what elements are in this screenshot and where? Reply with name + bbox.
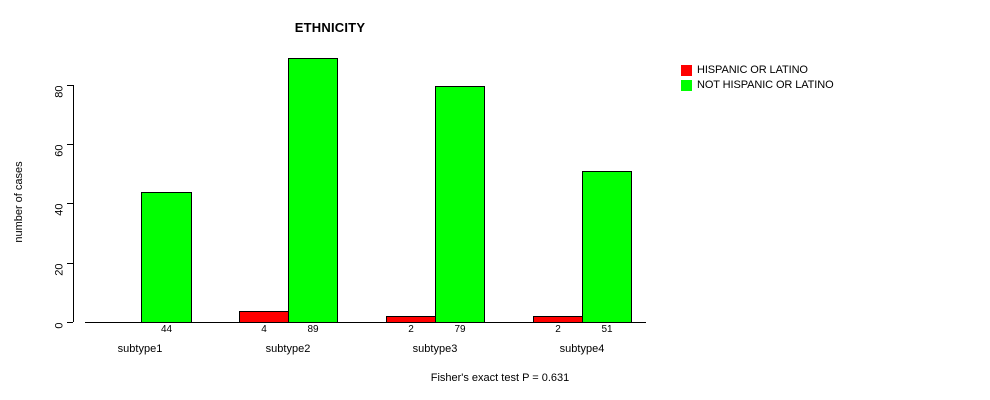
bar-subtype3-hispanic[interactable] bbox=[386, 316, 436, 323]
y-tick-label-60: 60 bbox=[53, 144, 66, 157]
legend-swatch-icon-not-hispanic bbox=[681, 80, 692, 91]
bar-value-subtype4-hispanic: 2 bbox=[555, 324, 561, 335]
chart-title: ETHNICITY bbox=[294, 20, 366, 35]
group-label-subtype1: subtype1 bbox=[117, 343, 163, 355]
y-axis-line bbox=[73, 85, 74, 322]
y-tick-mark-80 bbox=[67, 85, 73, 86]
bar-value-subtype3-hispanic: 2 bbox=[408, 324, 414, 335]
bar-subtype4-hispanic[interactable] bbox=[533, 316, 583, 323]
y-tick-label-80: 80 bbox=[53, 85, 66, 98]
legend-label-hispanic: HISPANIC OR LATINO bbox=[697, 64, 808, 76]
y-tick-mark-20 bbox=[67, 263, 73, 264]
y-axis-title: number of cases bbox=[13, 161, 25, 243]
bar-subtype3-not-hispanic[interactable] bbox=[435, 86, 485, 323]
legend-swatch-icon-hispanic bbox=[681, 65, 692, 76]
bar-value-subtype1-not-hispanic: 44 bbox=[160, 324, 173, 335]
bar-subtype1-not-hispanic[interactable] bbox=[141, 192, 192, 323]
bar-subtype4-not-hispanic[interactable] bbox=[582, 171, 632, 323]
statistical-test-annotation: Fisher's exact test P = 0.631 bbox=[430, 372, 570, 384]
bar-value-subtype2-not-hispanic: 89 bbox=[307, 324, 319, 335]
bar-subtype2-not-hispanic[interactable] bbox=[288, 58, 338, 323]
x-axis-line bbox=[85, 322, 646, 323]
y-tick-label-40: 40 bbox=[53, 203, 66, 216]
bar-value-subtype4-not-hispanic: 51 bbox=[601, 324, 613, 335]
y-tick-label-0: 0 bbox=[53, 322, 66, 329]
group-label-subtype3: subtype3 bbox=[412, 343, 458, 355]
y-tick-label-20: 20 bbox=[53, 263, 66, 276]
y-tick-mark-0 bbox=[67, 322, 73, 323]
group-label-subtype2: subtype2 bbox=[265, 343, 311, 355]
bar-value-subtype2-hispanic: 4 bbox=[261, 324, 267, 335]
y-tick-mark-40 bbox=[67, 203, 73, 204]
group-label-subtype4: subtype4 bbox=[559, 343, 605, 355]
y-tick-mark-60 bbox=[67, 144, 73, 145]
bar-value-subtype3-not-hispanic: 79 bbox=[454, 324, 466, 335]
bar-subtype2-hispanic[interactable] bbox=[239, 311, 289, 323]
legend-label-not-hispanic: NOT HISPANIC OR LATINO bbox=[697, 79, 834, 91]
